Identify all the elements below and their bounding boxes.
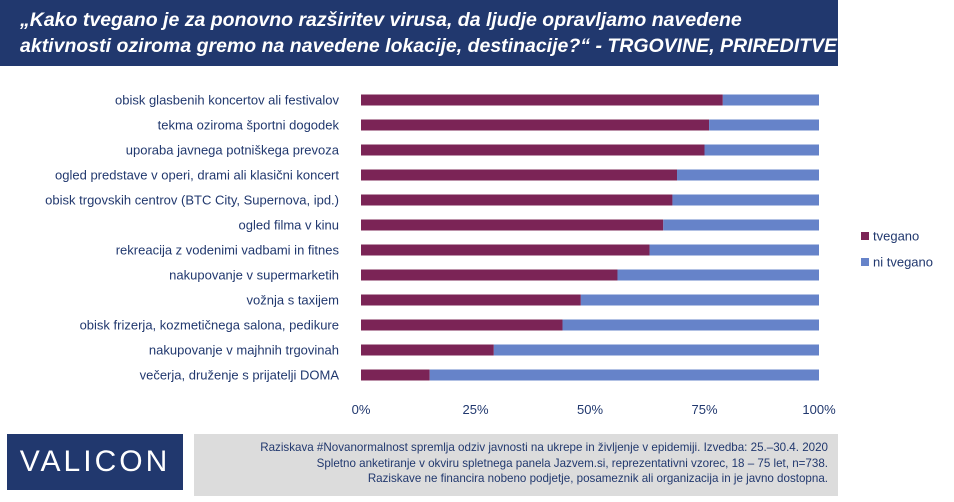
legend-swatch bbox=[861, 232, 869, 240]
bar-tvegano bbox=[361, 294, 581, 306]
legend-swatch bbox=[861, 258, 869, 266]
category-label: rekreacija z vodenimi vadbami in fitnes bbox=[116, 243, 340, 258]
legend-label: tvegano bbox=[873, 229, 919, 244]
bar-ni-tvegano bbox=[562, 319, 819, 331]
footnote-line-2: Spletno anketiranje v okviru spletnega p… bbox=[316, 456, 828, 470]
bar-tvegano bbox=[361, 219, 664, 231]
category-label: obisk frizerja, kozmetičnega salona, ped… bbox=[80, 318, 339, 333]
x-tick-label: 25% bbox=[462, 402, 488, 417]
bar-ni-tvegano bbox=[722, 94, 819, 106]
legend-label: ni tvegano bbox=[873, 255, 933, 270]
category-label: obisk glasbenih koncertov ali festivalov bbox=[115, 93, 340, 108]
category-label: ogled filma v kinu bbox=[239, 218, 339, 233]
bar-tvegano bbox=[361, 169, 678, 181]
bar-tvegano bbox=[361, 319, 563, 331]
bar-tvegano bbox=[361, 194, 673, 206]
chart-title: „Kako tvegano je za ponovno razširitev v… bbox=[0, 0, 838, 66]
category-label: vožnja s taxijem bbox=[247, 293, 339, 308]
x-tick-label: 0% bbox=[352, 402, 371, 417]
bar-ni-tvegano bbox=[709, 119, 819, 131]
x-tick-label: 50% bbox=[577, 402, 603, 417]
bar-ni-tvegano bbox=[617, 269, 819, 281]
footnote-line-3: Raziskave ne financira nobeno podjetje, … bbox=[367, 472, 828, 485]
bar-ni-tvegano bbox=[704, 144, 819, 156]
bar-tvegano bbox=[361, 344, 494, 356]
category-label: nakupovanje v majhnih trgovinah bbox=[149, 343, 339, 358]
chart-title-line-2: aktivnosti oziroma gremo na navedene lok… bbox=[20, 35, 838, 57]
bar-tvegano bbox=[361, 244, 650, 256]
valicon-logo: VALICON bbox=[7, 434, 183, 490]
category-label: večerja, druženje s prijatelji DOMA bbox=[140, 368, 340, 383]
x-tick-label: 100% bbox=[802, 402, 836, 417]
bar-tvegano bbox=[361, 269, 618, 281]
category-label: obisk trgovskih centrov (BTC City, Super… bbox=[45, 193, 339, 208]
chart-title-line-1: „Kako tvegano je za ponovno razširitev v… bbox=[20, 9, 742, 31]
bar-ni-tvegano bbox=[493, 344, 819, 356]
bar-tvegano bbox=[361, 144, 705, 156]
x-tick-label: 75% bbox=[691, 402, 717, 417]
bar-ni-tvegano bbox=[672, 194, 819, 206]
bar-tvegano bbox=[361, 119, 710, 131]
bar-tvegano bbox=[361, 94, 723, 106]
bar-ni-tvegano bbox=[649, 244, 819, 256]
category-label: nakupovanje v supermarketih bbox=[169, 268, 339, 283]
bar-ni-tvegano bbox=[663, 219, 819, 231]
bar-ni-tvegano bbox=[580, 294, 819, 306]
bar-ni-tvegano bbox=[677, 169, 819, 181]
footnote: Raziskava #Novanormalnost spremlja odziv… bbox=[194, 434, 838, 496]
category-label: ogled predstave v operi, drami ali klasi… bbox=[55, 168, 339, 183]
stacked-bar-chart: obisk glasbenih koncertov ali festivalov… bbox=[45, 93, 933, 418]
footnote-line-1: Raziskava #Novanormalnost spremlja odziv… bbox=[260, 441, 828, 454]
bar-tvegano bbox=[361, 369, 430, 381]
bar-ni-tvegano bbox=[429, 369, 819, 381]
category-label: uporaba javnega potniškega prevoza bbox=[126, 143, 340, 158]
category-label: tekma oziroma športni dogodek bbox=[158, 118, 340, 133]
